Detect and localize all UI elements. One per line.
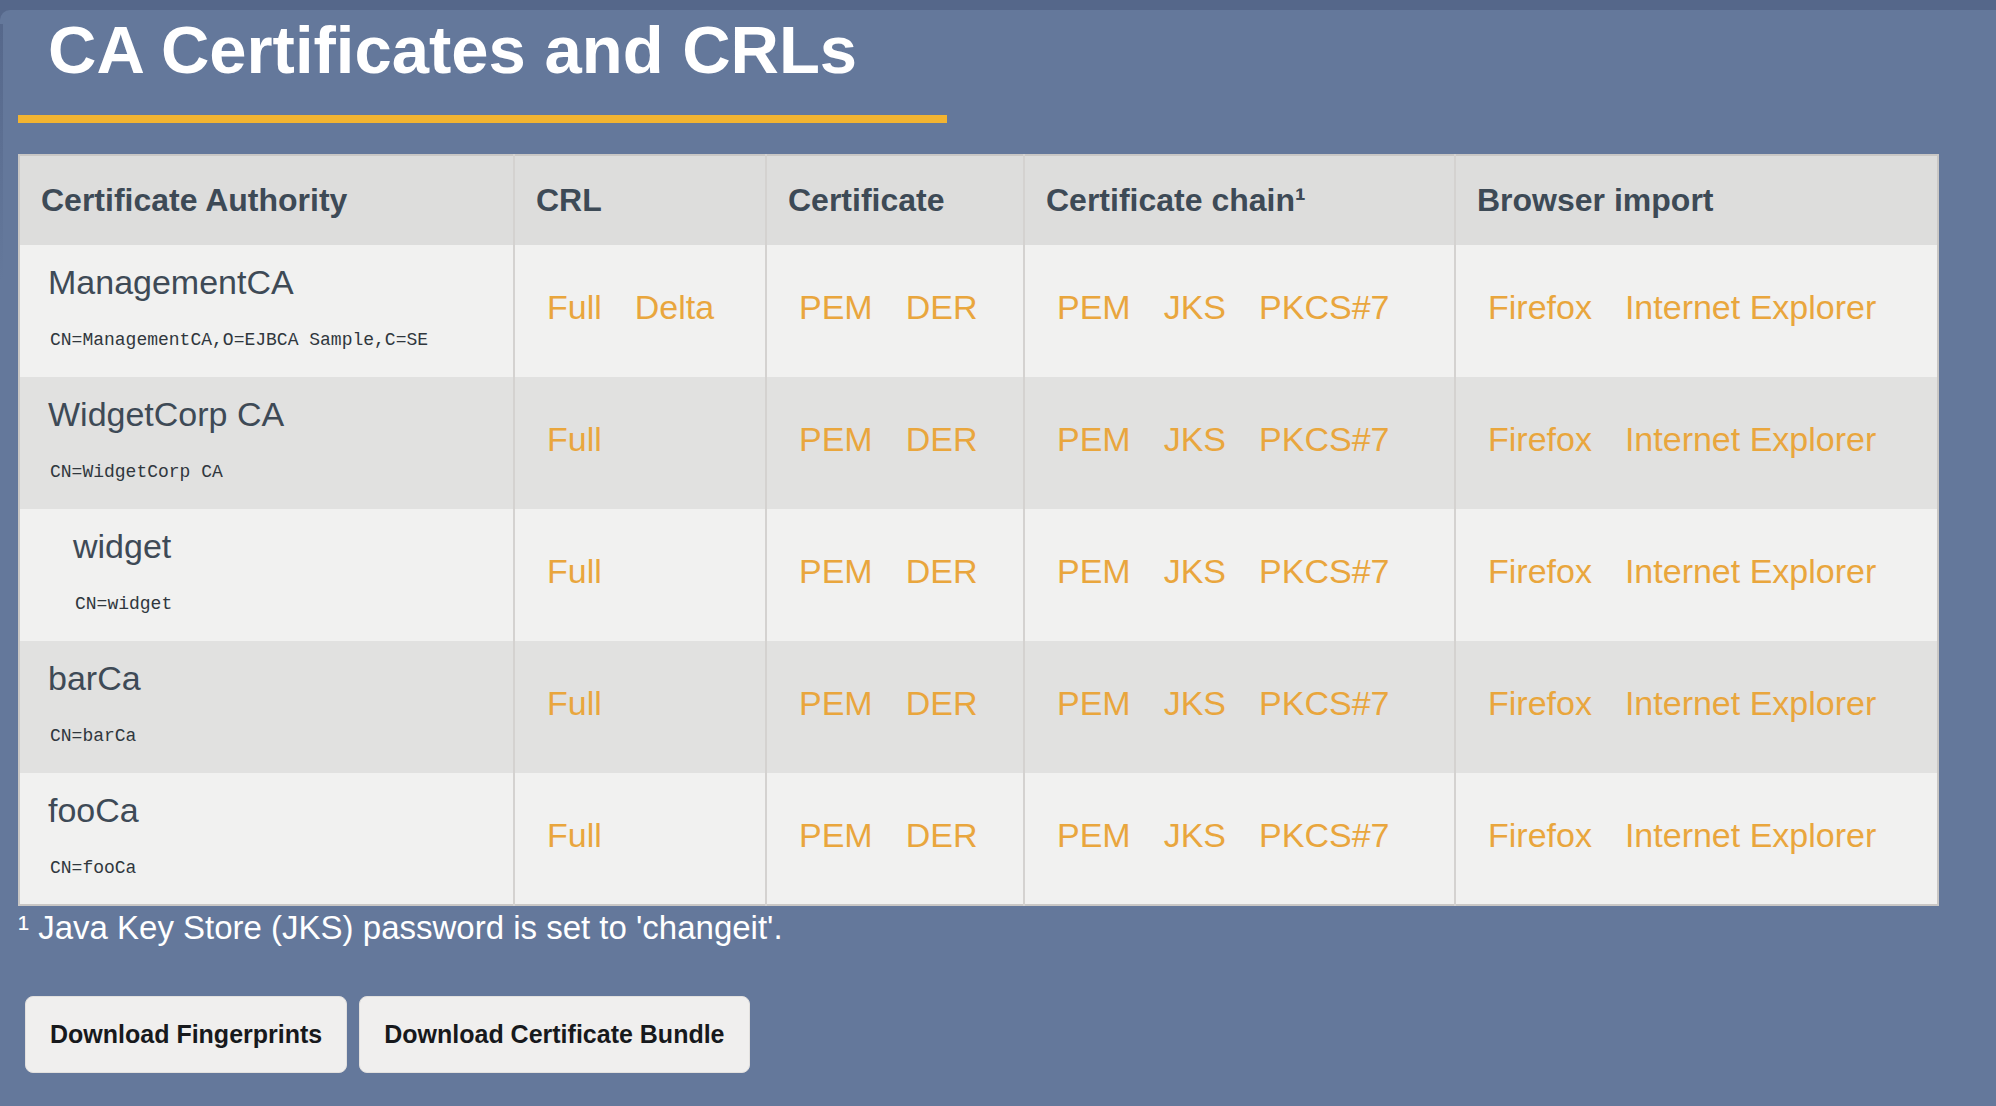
crl-full-link[interactable]: Full xyxy=(547,420,602,458)
crl-cell: Full xyxy=(514,509,766,641)
window-top-edge xyxy=(0,0,1996,10)
certificate-pem-link[interactable]: PEM xyxy=(799,684,873,722)
crl-full-link[interactable]: Full xyxy=(547,816,602,854)
ca-cell: barCa CN=barCa xyxy=(19,641,514,773)
ca-row-widget: widget CN=widget Full PEM DER PEM JKS PKCS#7 Fir… xyxy=(19,509,1938,641)
certificate-pem-link[interactable]: PEM xyxy=(799,552,873,590)
certificate-pem-link[interactable]: PEM xyxy=(799,288,873,326)
certificate-der-link[interactable]: DER xyxy=(906,288,978,326)
crl-full-link[interactable]: Full xyxy=(547,684,602,722)
certificate-der-link[interactable]: DER xyxy=(906,684,978,722)
ca-cell: widget CN=widget xyxy=(19,509,514,641)
browser-import-firefox-link[interactable]: Firefox xyxy=(1488,552,1592,590)
browser-import-cell: Firefox Internet Explorer xyxy=(1455,377,1938,509)
title-underline xyxy=(18,115,947,123)
jks-password-footnote: ¹ Java Key Store (JKS) password is set t… xyxy=(18,908,783,948)
certificate-chain-jks-link[interactable]: JKS xyxy=(1164,420,1226,458)
column-header-certificate: Certificate xyxy=(766,155,1024,245)
window-corner-round xyxy=(0,10,14,24)
ca-row-barca: barCa CN=barCa Full PEM DER PEM JKS PKCS#7 Firef… xyxy=(19,641,1938,773)
browser-import-internet-explorer-link[interactable]: Internet Explorer xyxy=(1625,288,1876,326)
certificate-chain-cell: PEM JKS PKCS#7 xyxy=(1024,773,1455,905)
page-title: CA Certificates and CRLs xyxy=(48,13,857,87)
certificate-chain-cell: PEM JKS PKCS#7 xyxy=(1024,641,1455,773)
certificate-der-link[interactable]: DER xyxy=(906,816,978,854)
ca-name: barCa xyxy=(48,661,513,695)
browser-import-internet-explorer-link[interactable]: Internet Explorer xyxy=(1625,684,1876,722)
column-header-certificate-chain: Certificate chain¹ xyxy=(1024,155,1455,245)
table-header-row: Certificate AuthorityCRLCertificateCerti… xyxy=(19,155,1938,245)
ca-name: fooCa xyxy=(48,793,513,827)
ca-subject-dn: CN=widget xyxy=(75,595,513,613)
browser-import-cell: Firefox Internet Explorer xyxy=(1455,509,1938,641)
certificate-chain-jks-link[interactable]: JKS xyxy=(1164,288,1226,326)
certificate-chain-pkcs-7-link[interactable]: PKCS#7 xyxy=(1259,816,1389,854)
browser-import-internet-explorer-link[interactable]: Internet Explorer xyxy=(1625,552,1876,590)
certificate-chain-cell: PEM JKS PKCS#7 xyxy=(1024,377,1455,509)
certificate-cell: PEM DER xyxy=(766,377,1024,509)
ca-subject-dn: CN=ManagementCA,O=EJBCA Sample,C=SE xyxy=(50,331,513,349)
ca-row-fooca: fooCa CN=fooCa Full PEM DER PEM JKS PKCS#7 Firef… xyxy=(19,773,1938,905)
browser-import-internet-explorer-link[interactable]: Internet Explorer xyxy=(1625,816,1876,854)
certificate-cell: PEM DER xyxy=(766,641,1024,773)
ca-name: ManagementCA xyxy=(48,265,513,299)
certificate-der-link[interactable]: DER xyxy=(906,552,978,590)
certificate-chain-cell: PEM JKS PKCS#7 xyxy=(1024,245,1455,377)
ca-certificates-table: Certificate AuthorityCRLCertificateCerti… xyxy=(18,154,1939,906)
certificate-chain-pem-link[interactable]: PEM xyxy=(1057,816,1131,854)
certificate-chain-jks-link[interactable]: JKS xyxy=(1164,816,1226,854)
crl-cell: Full xyxy=(514,641,766,773)
certificate-pem-link[interactable]: PEM xyxy=(799,420,873,458)
certificate-chain-jks-link[interactable]: JKS xyxy=(1164,684,1226,722)
browser-import-cell: Firefox Internet Explorer xyxy=(1455,641,1938,773)
certificate-chain-pkcs-7-link[interactable]: PKCS#7 xyxy=(1259,684,1389,722)
ca-row-widgetcorp-ca: WidgetCorp CACN=WidgetCorp CAFullPEMDERP… xyxy=(19,377,1938,509)
browser-import-firefox-link[interactable]: Firefox xyxy=(1488,420,1592,458)
certificate-pem-link[interactable]: PEM xyxy=(799,816,873,854)
column-header-browser-import: Browser import xyxy=(1455,155,1938,245)
window-left-edge xyxy=(0,10,3,280)
certificate-chain-pem-link[interactable]: PEM xyxy=(1057,420,1131,458)
crl-cell: Full xyxy=(514,773,766,905)
certificate-cell: PEM DER xyxy=(766,773,1024,905)
crl-full-link[interactable]: Full xyxy=(547,288,602,326)
certificate-chain-jks-link[interactable]: JKS xyxy=(1164,552,1226,590)
certificate-chain-pem-link[interactable]: PEM xyxy=(1057,288,1131,326)
browser-import-firefox-link[interactable]: Firefox xyxy=(1488,816,1592,854)
certificate-chain-pkcs-7-link[interactable]: PKCS#7 xyxy=(1259,552,1389,590)
certificate-chain-pkcs-7-link[interactable]: PKCS#7 xyxy=(1259,420,1389,458)
crl-cell: Full xyxy=(514,377,766,509)
crl-delta-link[interactable]: Delta xyxy=(635,288,714,326)
ca-subject-dn: CN=fooCa xyxy=(50,859,513,877)
column-header-certificate-authority: Certificate Authority xyxy=(19,155,514,245)
download-certificate-bundle-button[interactable]: Download Certificate Bundle xyxy=(359,996,749,1073)
browser-import-cell: Firefox Internet Explorer xyxy=(1455,773,1938,905)
ca-name: widget xyxy=(73,529,513,563)
table-body: ManagementCA CN=ManagementCA,O=EJBCA Samp… xyxy=(19,245,1938,905)
certificate-cell: PEM DER xyxy=(766,509,1024,641)
certificate-cell: PEM DER xyxy=(766,245,1024,377)
browser-import-cell: Firefox Internet Explorer xyxy=(1455,245,1938,377)
browser-import-internet-explorer-link[interactable]: Internet Explorer xyxy=(1625,420,1876,458)
browser-import-firefox-link[interactable]: Firefox xyxy=(1488,684,1592,722)
ca-subject-dn: CN=WidgetCorp CA xyxy=(50,463,513,481)
certificate-chain-cell: PEM JKS PKCS#7 xyxy=(1024,509,1455,641)
certificate-chain-pem-link[interactable]: PEM xyxy=(1057,552,1131,590)
ca-cell: WidgetCorp CA CN=WidgetCorp CA xyxy=(19,377,514,509)
ca-row-managementca: ManagementCA CN=ManagementCA,O=EJBCA Samp… xyxy=(19,245,1938,377)
ca-cell: ManagementCA CN=ManagementCA,O=EJBCA Samp… xyxy=(19,245,514,377)
crl-full-link[interactable]: Full xyxy=(547,552,602,590)
ca-cell: fooCa CN=fooCa xyxy=(19,773,514,905)
ca-subject-dn: CN=barCa xyxy=(50,727,513,745)
column-header-crl: CRL xyxy=(514,155,766,245)
crl-cell: Full Delta xyxy=(514,245,766,377)
actions-bar: Download Fingerprints Download Certifica… xyxy=(25,996,750,1073)
certificate-chain-pkcs-7-link[interactable]: PKCS#7 xyxy=(1259,288,1389,326)
certificate-der-link[interactable]: DER xyxy=(906,420,978,458)
certificate-chain-pem-link[interactable]: PEM xyxy=(1057,684,1131,722)
browser-import-firefox-link[interactable]: Firefox xyxy=(1488,288,1592,326)
download-fingerprints-button[interactable]: Download Fingerprints xyxy=(25,996,347,1073)
ca-name: WidgetCorp CA xyxy=(48,397,513,431)
